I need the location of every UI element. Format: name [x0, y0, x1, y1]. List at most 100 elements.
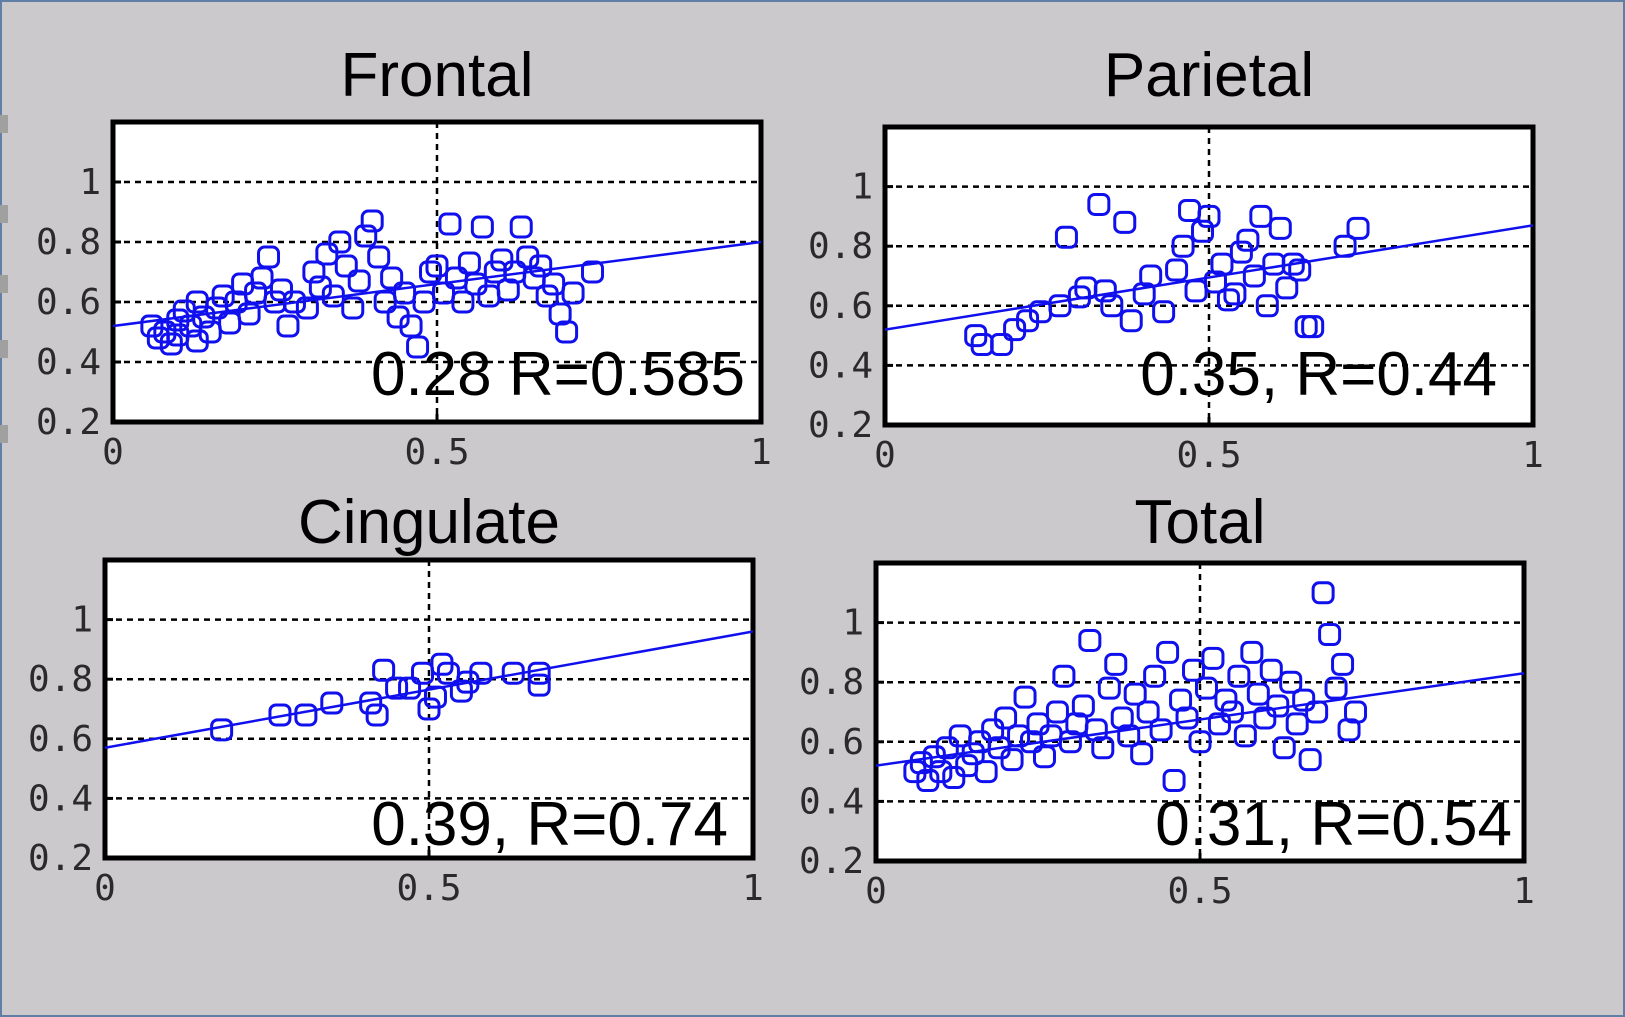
- x-tick-label: 0: [102, 432, 124, 473]
- y-tick-label: 1: [71, 600, 93, 641]
- data-point: [1052, 664, 1076, 688]
- data-point: [380, 266, 404, 290]
- x-tick-label: 0.5: [404, 432, 469, 473]
- data-point: [140, 314, 164, 338]
- y-tick-label: 0.2: [799, 841, 864, 882]
- data-point: [1165, 258, 1189, 282]
- left-edge-marks: [0, 85, 10, 485]
- data-point: [509, 215, 533, 239]
- data-point: [1104, 652, 1128, 676]
- data-point: [315, 242, 339, 266]
- data-point: [527, 673, 551, 697]
- data-point: [994, 706, 1018, 730]
- data-point: [1191, 219, 1215, 243]
- data-point: [1123, 682, 1147, 706]
- data-point: [1333, 234, 1357, 258]
- data-point: [438, 212, 462, 236]
- data-point: [1223, 282, 1247, 306]
- data-point: [360, 209, 384, 233]
- x-tick-label: 1: [1522, 435, 1544, 476]
- data-point: [1253, 706, 1277, 730]
- data-point: [501, 661, 525, 685]
- data-point: [1268, 216, 1292, 240]
- data-point: [935, 736, 959, 760]
- data-point: [268, 703, 292, 727]
- data-point: [974, 760, 998, 784]
- data-point: [1194, 676, 1218, 700]
- data-point: [942, 766, 966, 790]
- data-point: [1091, 736, 1115, 760]
- data-point: [328, 230, 352, 254]
- data-layer: [885, 192, 1533, 357]
- edge-mark: [0, 275, 8, 293]
- data-point: [1216, 288, 1240, 312]
- x-tick-label: 0.5: [396, 868, 461, 909]
- data-point: [1152, 300, 1176, 324]
- regression-line: [885, 224, 1533, 331]
- data-point: [1078, 628, 1102, 652]
- y-tick-label: 0.8: [799, 662, 864, 703]
- data-point: [555, 320, 579, 344]
- data-point: [1175, 706, 1199, 730]
- y-tick-label: 0.2: [36, 402, 101, 443]
- data-point: [1182, 658, 1206, 682]
- y-tick-label: 1: [842, 603, 864, 644]
- data-point: [1000, 748, 1024, 772]
- data-point: [295, 296, 319, 320]
- data-point: [425, 254, 449, 278]
- data-point: [1298, 748, 1322, 772]
- y-tick-label: 0.4: [808, 345, 873, 386]
- data-point: [929, 760, 953, 784]
- data-point: [302, 260, 326, 284]
- data-point: [211, 284, 235, 308]
- data-point: [372, 658, 396, 682]
- data-point: [1266, 694, 1290, 718]
- data-layer: [876, 581, 1524, 793]
- data-point: [1113, 210, 1137, 234]
- data-point: [1054, 225, 1078, 249]
- data-point: [535, 284, 559, 308]
- y-tick-label: 0.8: [808, 226, 873, 267]
- data-point: [1139, 264, 1163, 288]
- chart-title: Cingulate: [298, 488, 560, 557]
- y-tick-label: 0.2: [28, 838, 93, 879]
- data-point: [1149, 718, 1173, 742]
- data-point: [359, 691, 383, 715]
- data-point: [1201, 646, 1225, 670]
- data-point: [1100, 294, 1124, 318]
- data-point: [1087, 192, 1111, 216]
- data-point: [1007, 724, 1031, 748]
- data-point: [529, 254, 553, 278]
- x-tick-label: 0: [874, 435, 896, 476]
- data-point: [423, 685, 447, 709]
- data-point: [1259, 658, 1283, 682]
- data-point: [419, 260, 443, 284]
- chart-panel-cingulate: Cingulate 0.2 0.4 0.6 0.8 1 0 0.5 1 0.39, R=0.74: [28, 488, 764, 909]
- data-point: [1229, 240, 1253, 264]
- x-tick-label: 1: [1513, 871, 1535, 912]
- x-tick-label: 1: [742, 868, 764, 909]
- data-point: [417, 697, 441, 721]
- data-point: [1214, 688, 1238, 712]
- data-point: [1143, 664, 1167, 688]
- data-point: [1197, 204, 1221, 228]
- y-tick-label: 1: [851, 167, 873, 208]
- y-tick-label: 0.6: [808, 286, 873, 327]
- data-point: [1346, 216, 1370, 240]
- data-point: [153, 320, 177, 344]
- data-point: [464, 272, 488, 296]
- data-point: [1093, 279, 1117, 303]
- data-point: [1071, 694, 1095, 718]
- data-point: [1255, 294, 1279, 318]
- data-point: [398, 676, 422, 700]
- data-point: [1156, 640, 1180, 664]
- chart-title: Frontal: [341, 41, 534, 110]
- data-point: [341, 296, 365, 320]
- data-point: [1119, 309, 1143, 333]
- data-point: [469, 661, 493, 685]
- y-tick-label: 0.4: [799, 781, 864, 822]
- data-point: [1220, 700, 1244, 724]
